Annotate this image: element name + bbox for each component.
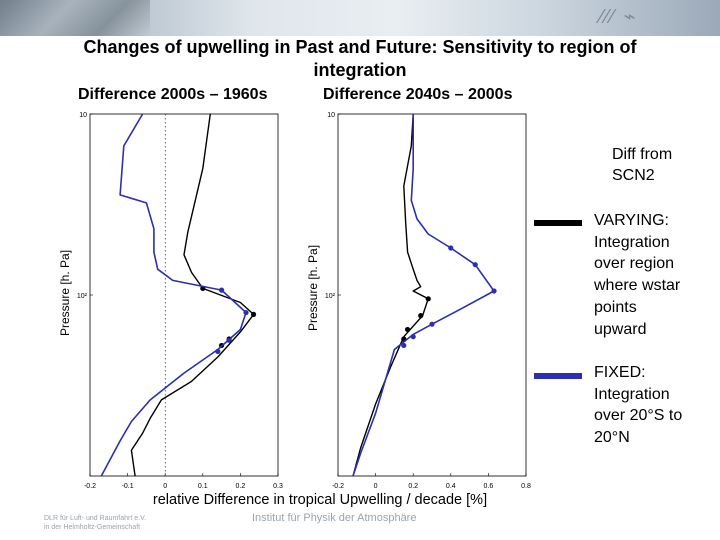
- header-banner: ⁄⁄⁄ ⌁: [0, 0, 720, 36]
- legend-fixed-line: 20°N: [594, 429, 630, 447]
- x-axis-label: relative Difference in tropical Upwellin…: [152, 492, 488, 508]
- dlr-logo-line1: DLR für Luft- und Raumfahrt e.V.: [44, 515, 147, 522]
- legend-varying-line: Integration: [594, 233, 670, 251]
- right-series-varying-point: [425, 296, 431, 302]
- left-plot-frame: [89, 113, 279, 477]
- right-series-fixed-point: [491, 288, 497, 294]
- right-y-axis-label: Pressure [h. Pa]: [306, 244, 320, 331]
- right-series-fixed-point: [401, 342, 407, 349]
- left-series-varying-point: [250, 311, 257, 318]
- legend-varying-line: VARYING:: [594, 212, 669, 229]
- legend-varying-line: points: [594, 298, 637, 316]
- left-x-tick-label: 0: [163, 483, 167, 490]
- legend-fixed-line: over 20°S to: [594, 407, 683, 425]
- legend-fixed-line: FIXED:: [594, 364, 646, 381]
- left-x-tick-label: -0.2: [84, 483, 96, 490]
- right-x-tick-label: 0: [374, 483, 378, 490]
- dlr-logo: DLR für Luft- und Raumfahrt e.V. in der …: [44, 514, 146, 532]
- left-y-axis-label: Pressure [h. Pa]: [58, 249, 72, 336]
- left-x-tick-label: 0.3: [273, 483, 283, 490]
- legend-heading-line1: Diff from: [612, 146, 673, 163]
- right-x-tick-label: 0.4: [446, 483, 456, 490]
- right-x-tick-label: 0.2: [408, 483, 418, 490]
- legend-fixed-line: Integration: [594, 385, 670, 403]
- left-y-tick-label: 10²: [77, 293, 88, 300]
- left-series-fixed-point: [243, 309, 249, 316]
- legend-varying-line: where wstar: [594, 277, 681, 295]
- slide-title-line2: integration: [313, 60, 407, 80]
- legend-varying-swatch: [534, 220, 582, 226]
- legend-fixed-text: FIXED: Integration over 20°S to 20°N: [594, 362, 714, 449]
- right-series-fixed-line: [352, 114, 495, 477]
- legend-varying-line: over region: [594, 255, 675, 273]
- right-series-fixed-point: [429, 321, 435, 327]
- institute-name: Institut für Physik der Atmosphäre: [252, 512, 417, 524]
- left-series-fixed-point: [215, 348, 221, 355]
- left-y-tick-label: 10: [79, 112, 87, 119]
- dlr-logo-line2: in der Helmholtz-Gemeinschaft: [44, 524, 141, 531]
- right-series-varying-point: [418, 313, 424, 319]
- left-x-tick-label: 0.1: [198, 483, 208, 490]
- slide-title: Changes of upwelling in Past and Future:…: [0, 36, 720, 82]
- right-series-varying-point: [404, 326, 411, 333]
- legend-heading-line2: SCN2: [612, 167, 655, 184]
- right-y-tick-label: 10: [327, 112, 335, 119]
- legend-varying-text: VARYING: Integration over region where w…: [594, 210, 714, 340]
- legend-fixed-swatch: [534, 373, 582, 379]
- right-series-fixed-point: [472, 262, 478, 268]
- right-series-fixed-point: [448, 245, 454, 251]
- left-series-fixed-point: [226, 337, 232, 343]
- legend-varying-line: upward: [594, 320, 647, 338]
- left-series-varying-line: [130, 113, 255, 477]
- left-x-tick-label: -0.1: [122, 483, 134, 490]
- right-x-tick-label: 0.8: [521, 483, 531, 490]
- left-series-fixed-point: [219, 287, 225, 293]
- legend-heading: Diff from SCN2: [612, 144, 672, 186]
- slide-title-line1: Changes of upwelling in Past and Future:…: [83, 37, 637, 57]
- banner-photo: [0, 0, 150, 36]
- right-x-tick-label: -0.2: [332, 483, 344, 490]
- footer: DLR für Luft- und Raumfahrt e.V. in der …: [0, 508, 720, 540]
- left-panel-title: Difference 2000s – 1960s: [78, 86, 268, 103]
- right-x-tick-label: 0.6: [484, 483, 494, 490]
- right-y-tick-label: 10²: [325, 293, 336, 300]
- banner-graphic: ⁄⁄⁄ ⌁: [600, 6, 638, 28]
- right-series-fixed-point: [410, 334, 416, 340]
- right-panel-title: Difference 2040s – 2000s: [323, 86, 513, 103]
- right-plot-frame: [337, 113, 527, 477]
- left-x-tick-label: 0.2: [236, 483, 246, 490]
